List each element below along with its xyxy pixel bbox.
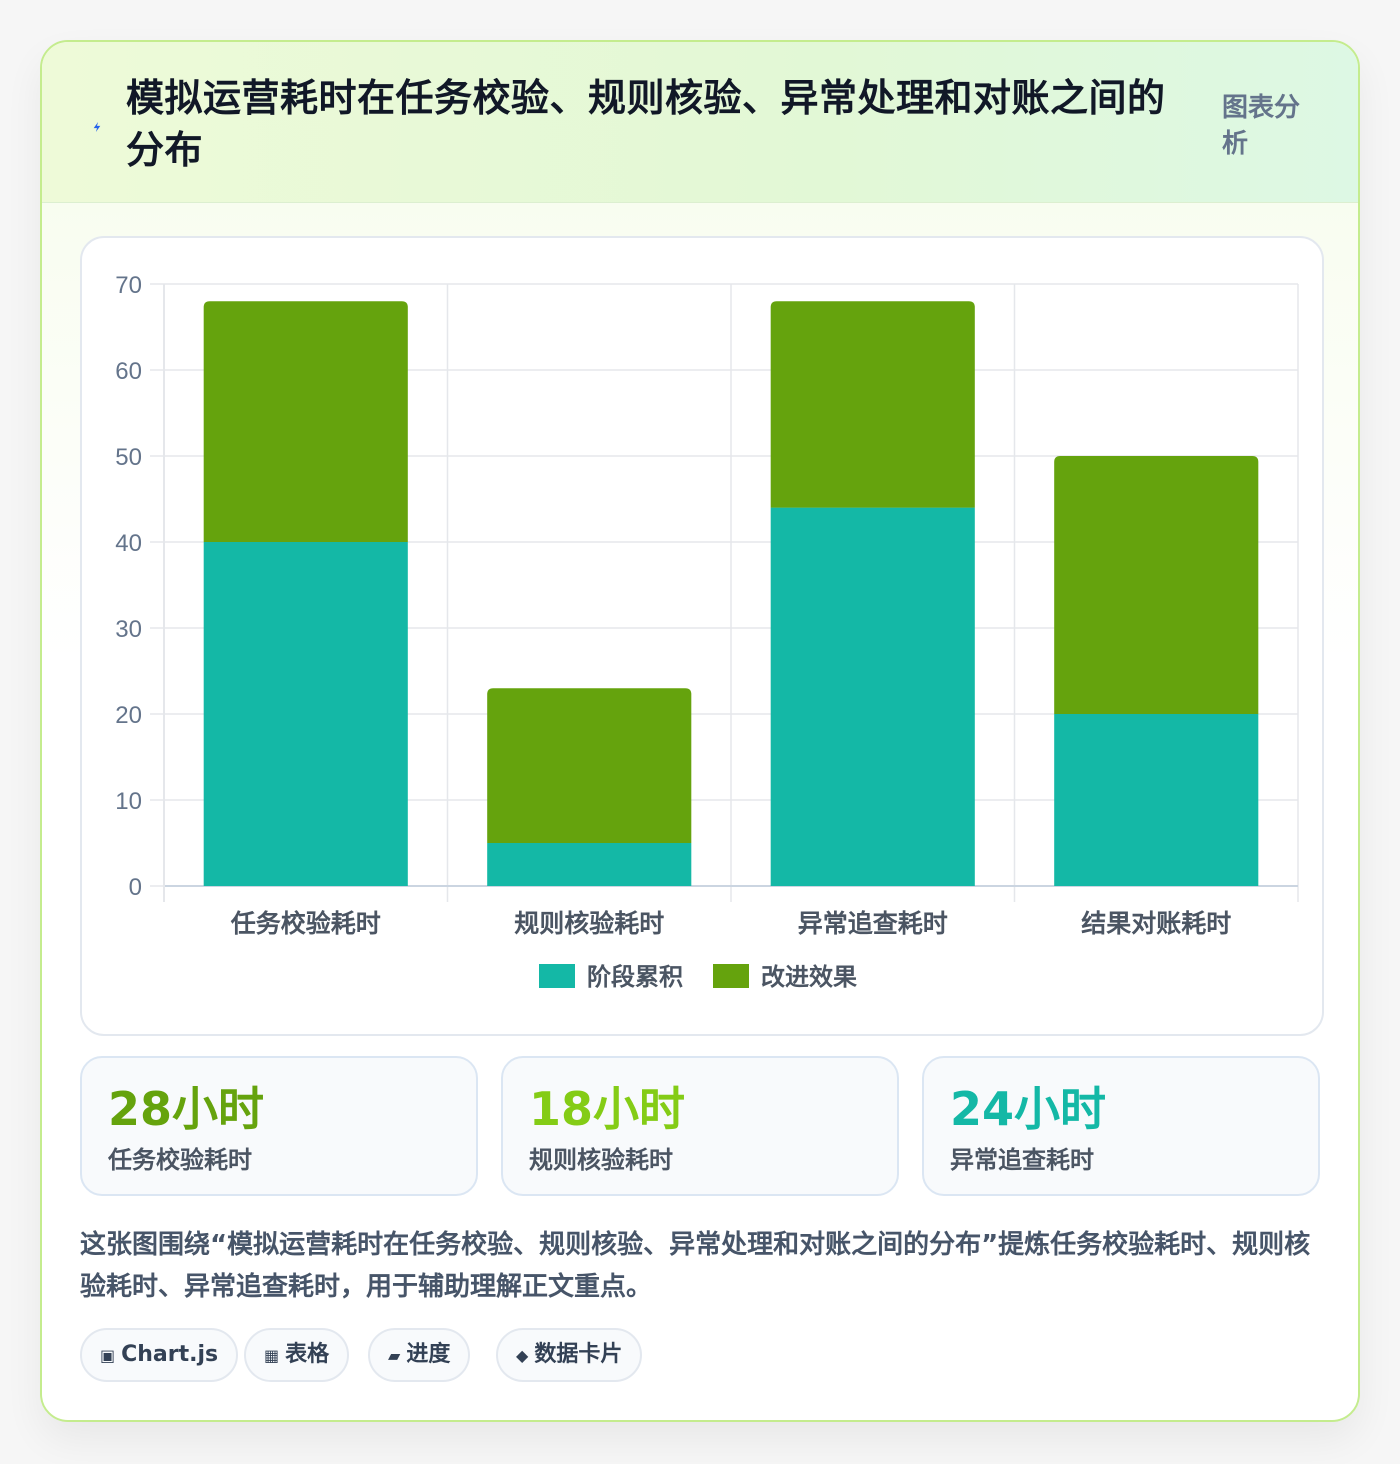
bar-segment [203, 542, 408, 886]
stacked-bar-chart: 0 10 20 30 40 50 60 70 任务校验耗时 规则核验耗时 异常追查耗时 结果对账耗时阶… [115, 272, 1299, 991]
chip-chartjs[interactable]: ▣ Chart.js [80, 1328, 239, 1382]
progress-icon: ▰ [388, 1346, 401, 1365]
chip-progress[interactable]: ▰ 进度 [368, 1328, 471, 1382]
legend-swatch [713, 964, 749, 988]
y-tick-label: 10 [115, 788, 142, 815]
stat-card: 28小时 任务校验耗时 [80, 1056, 478, 1196]
bar-segment [487, 688, 692, 843]
stat-label: 异常追查耗时 [950, 1146, 1094, 1174]
stat-value: 28小时 [108, 1082, 265, 1136]
y-tick-label: 20 [115, 702, 142, 729]
stat-label: 任务校验耗时 [108, 1146, 252, 1174]
y-tick-label: 70 [115, 272, 142, 299]
chart-description: 这张图围绕“模拟运营耗时在任务校验、规则核验、异常处理和对账之间的分布”提炼任务… [80, 1230, 1311, 1302]
chart-container: 0 10 20 30 40 50 60 70 任务校验耗时 规则核验耗时 异常追查耗时 结果对账耗时阶… [80, 236, 1324, 1036]
page-title: 模拟运营耗时在任务校验、规则核验、异常处理和对账之间的分布 [126, 76, 1166, 172]
x-tick-label: 结果对账耗时 [1081, 909, 1231, 938]
chip-label: Chart.js [121, 1342, 219, 1367]
bar-segment [203, 301, 408, 542]
stat-label: 规则核验耗时 [529, 1146, 673, 1174]
card-header: 模拟运营耗时在任务校验、规则核验、异常处理和对账之间的分布 图表分析 [42, 42, 1358, 203]
x-tick-label: 任务校验耗时 [230, 909, 381, 938]
y-tick-label: 50 [115, 444, 142, 471]
legend-label: 阶段累积 [587, 963, 683, 991]
chart-icon: ▣ [100, 1346, 116, 1365]
stat-card: 18小时 规则核验耗时 [501, 1056, 899, 1196]
y-tick-label: 60 [115, 358, 142, 385]
bar-segment [1054, 714, 1259, 886]
stat-card: 24小时 异常追查耗时 [922, 1056, 1320, 1196]
chip-data-card[interactable]: ◆ 数据卡片 [496, 1328, 643, 1382]
table-icon: ▦ [264, 1346, 280, 1365]
x-tick-label: 异常追查耗时 [798, 909, 948, 938]
bar-segment [1054, 456, 1259, 714]
chip-table[interactable]: ▦ 表格 [244, 1328, 350, 1382]
legend-swatch [539, 964, 575, 988]
lightning-icon [93, 122, 101, 132]
y-tick-label: 30 [115, 616, 142, 643]
bar-segment [770, 507, 975, 886]
chip-label: 数据卡片 [534, 1342, 623, 1367]
legend-label: 改进效果 [761, 963, 857, 991]
chip-label: 表格 [285, 1342, 330, 1367]
chart-card: 模拟运营耗时在任务校验、规则核验、异常处理和对账之间的分布 图表分析 0 10 20… [40, 40, 1360, 1422]
diamond-icon: ◆ [516, 1346, 529, 1365]
y-tick-label: 40 [115, 530, 142, 557]
bar-segment [770, 301, 975, 508]
y-tick-label: 0 [129, 874, 142, 901]
chart-analysis-tag: 图表分析 [1222, 93, 1301, 159]
chip-label: 进度 [406, 1342, 451, 1367]
bar-segment [487, 843, 692, 886]
x-tick-label: 规则核验耗时 [514, 909, 664, 938]
stat-value: 18小时 [529, 1082, 686, 1136]
stat-value: 24小时 [950, 1082, 1107, 1136]
